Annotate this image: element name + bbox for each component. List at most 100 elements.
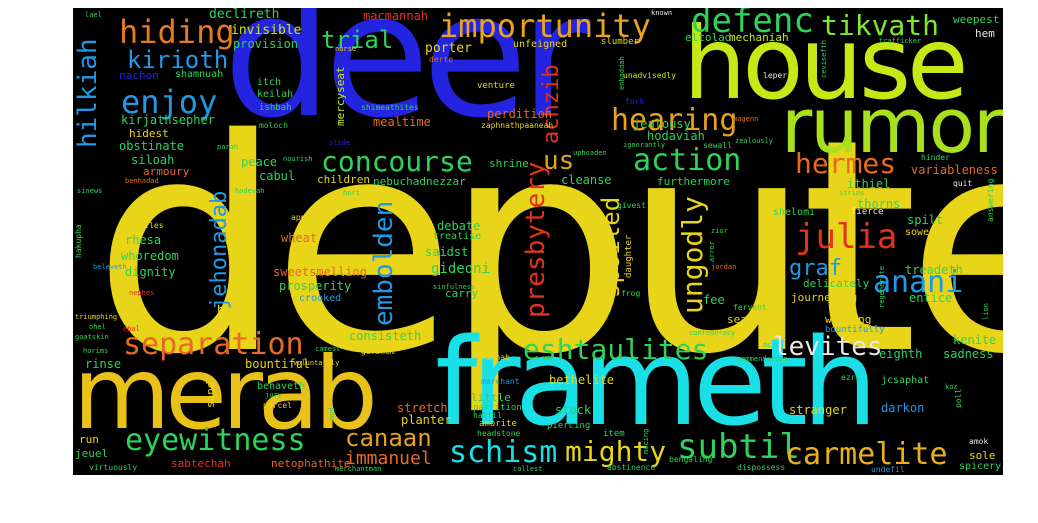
word-cloud: depute deer house frameth merab rumor im… xyxy=(73,8,1003,475)
word-hidest: hidest xyxy=(129,127,169,140)
word-hermes: hermes xyxy=(795,147,897,180)
word-arror: arror xyxy=(708,240,716,262)
word-deer: deer xyxy=(223,8,591,156)
word-enhaddah: enhaddah xyxy=(618,56,626,90)
word-subtil: subtil xyxy=(677,427,800,467)
word-nebuchadnezzar: nebuchadnezzar xyxy=(373,175,466,188)
word-separation: separation xyxy=(123,327,304,362)
word-sewall: sewall xyxy=(703,141,732,150)
word-obstinate: obstinate xyxy=(119,139,185,153)
word-anani: anani xyxy=(873,265,964,300)
word-schism: schism xyxy=(449,435,558,470)
word-house: house xyxy=(683,8,969,122)
word-horims: horims xyxy=(83,347,109,355)
word-importunity: importunity xyxy=(439,8,651,45)
word-tikvath: tikvath xyxy=(821,9,940,42)
word-camest: camest xyxy=(315,345,341,353)
word-sadness: sadness xyxy=(943,347,994,361)
word-shimeathites: shimeathites xyxy=(361,103,419,112)
word-carry: carry xyxy=(445,287,479,300)
word-hath: hath xyxy=(217,303,246,317)
word-item: item xyxy=(603,429,625,439)
word-behaveth: behaveth xyxy=(257,381,306,392)
word-consisteth: consisteth xyxy=(349,329,422,343)
word-hori: hori xyxy=(343,189,360,197)
word-gideoni: gideoni xyxy=(431,261,491,277)
word-rinse: rinse xyxy=(85,357,122,371)
word-immanuel: immanuel xyxy=(345,448,432,469)
word-concourse: concourse xyxy=(321,145,473,178)
word-moloch: moloch xyxy=(259,121,288,130)
word-ezri: ezri xyxy=(841,373,861,382)
word-sear: sear xyxy=(727,313,754,326)
word-achzib: achzib xyxy=(539,64,564,144)
word-regenerate: regenerate xyxy=(878,265,886,308)
word-jcsaphat: jcsaphat xyxy=(881,375,930,386)
word-kirioth: kirioth xyxy=(127,46,229,74)
word-amorite: amorite xyxy=(479,419,517,429)
word-hilkiah: hilkiah xyxy=(73,38,103,148)
word-cleanse: cleanse xyxy=(561,173,612,187)
word-jordan: jordan xyxy=(711,263,737,271)
word-fee: fee xyxy=(703,293,725,307)
word-confederacy: confederacy xyxy=(689,329,736,337)
word-abstinence: abstinence xyxy=(607,463,656,472)
word-porter: porter xyxy=(425,41,472,56)
word-koz: koz xyxy=(945,383,958,391)
word-us: us xyxy=(543,146,575,176)
word-hodaviah: hodaviah xyxy=(647,129,705,143)
word-levites: levites xyxy=(773,332,883,362)
word-whoring: whoring xyxy=(825,313,872,326)
word-hinder: hinder xyxy=(921,153,950,162)
word-treadeth: treadeth xyxy=(905,263,963,277)
word-sowest: sowest xyxy=(905,227,942,238)
word-whoredom: whoredom xyxy=(121,249,179,263)
word-voluntarily: voluntarily xyxy=(293,359,340,367)
word-parah: parah xyxy=(217,143,239,151)
word-carmelite: carmelite xyxy=(785,437,948,472)
word-partition: partition xyxy=(473,403,522,413)
word-unfeigned: unfeigned xyxy=(513,39,568,50)
word-hiding: hiding xyxy=(119,13,235,51)
word-fierce: fierce xyxy=(851,207,884,217)
word-mechaniah: mechaniah xyxy=(729,31,789,44)
word-planter: planter xyxy=(401,413,452,427)
word-siloah: siloah xyxy=(131,153,175,167)
word-sole: sole xyxy=(969,449,996,462)
word-lion: lion xyxy=(982,303,990,320)
word-darkon: darkon xyxy=(881,401,925,415)
word-fork: fork xyxy=(625,97,645,106)
word-macmannah: macmannah xyxy=(363,9,429,23)
word-treatise: treatise xyxy=(433,231,482,242)
word-thorns: thorns xyxy=(857,197,901,211)
word-zealously: zealously xyxy=(735,137,773,145)
word-undefil: undefil xyxy=(871,465,905,474)
word-shelomi: shelomi xyxy=(773,207,816,218)
word-rhesa: rhesa xyxy=(125,233,162,247)
word-wheat: wheat xyxy=(281,231,318,245)
word-headstone: headstone xyxy=(477,429,521,438)
word-ithiel: ithiel xyxy=(847,177,891,191)
word-poll: poll xyxy=(954,388,963,408)
word-bountifully: bountifully xyxy=(825,325,885,335)
word-commendation: commendation xyxy=(737,355,788,363)
word-ignorantly: ignorantly xyxy=(623,141,666,149)
word-perdition: perdition xyxy=(487,107,553,121)
word-shrine: shrine xyxy=(489,157,529,170)
word-presbytery: presbytery xyxy=(521,161,551,318)
word-children: children xyxy=(317,173,370,186)
word-furthermore: furthermore xyxy=(657,175,730,188)
word-entice: entice xyxy=(909,291,953,305)
word-unadvisedly: unadvisedly xyxy=(623,71,676,80)
word-sinews: sinews xyxy=(77,187,103,195)
word-trafficker: trafficker xyxy=(879,37,922,45)
word-slumber: slumber xyxy=(601,37,639,47)
word-crooked: crooked xyxy=(299,293,342,304)
word-bethelite: bethelite xyxy=(549,373,615,387)
word-kenite: kenite xyxy=(953,333,997,347)
word-prosperity: prosperity xyxy=(279,279,352,293)
word-eighth: eighth xyxy=(879,347,923,361)
word-magenn: magenn xyxy=(733,115,759,123)
word-venture: venture xyxy=(477,81,515,91)
word-amok: amok xyxy=(969,437,989,446)
